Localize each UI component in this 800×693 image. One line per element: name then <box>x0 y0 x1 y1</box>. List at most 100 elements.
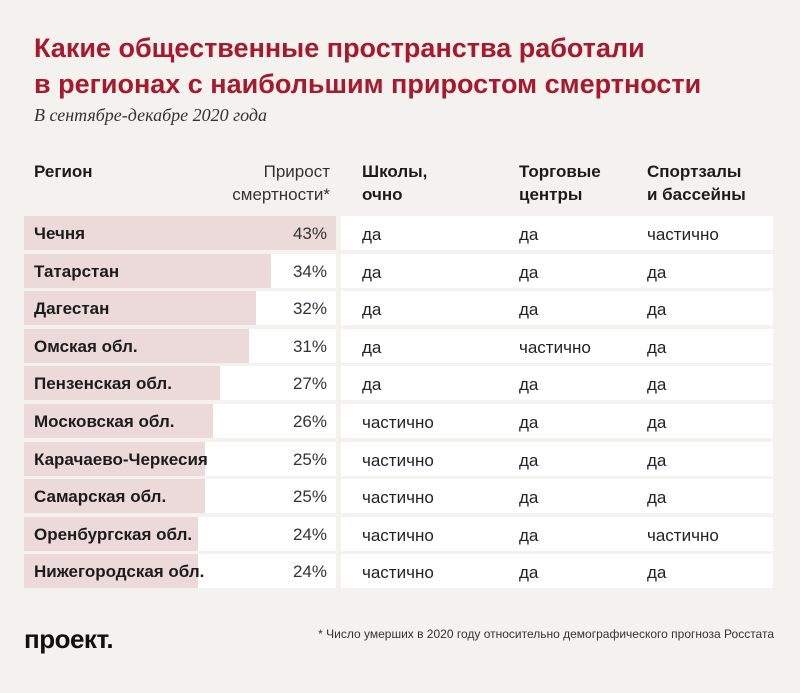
growth-cell <box>24 328 336 363</box>
schools-status: да <box>362 225 382 244</box>
table-row: Омская обл. 31% да частично да <box>24 328 773 363</box>
status-cell <box>341 403 773 438</box>
header-schools: Школы, очно <box>362 160 427 206</box>
growth-bar <box>24 479 206 514</box>
growth-bar <box>24 516 199 551</box>
header-malls: Торговые центры <box>519 160 601 206</box>
header-schools-line-2: очно <box>362 185 403 204</box>
schools-status: частично <box>362 563 434 583</box>
header-gyms-line-2: и бассейны <box>647 185 746 204</box>
gyms-status: да <box>647 262 667 282</box>
malls-status: да <box>519 450 539 470</box>
status-cell <box>341 216 773 250</box>
growth-value-label: 25% <box>292 487 327 507</box>
status-cell <box>341 366 773 401</box>
region-label: Оренбургская обл. <box>34 524 193 544</box>
malls-status: да <box>519 488 539 508</box>
gyms-status: да <box>647 375 667 395</box>
growth-cell <box>24 366 336 401</box>
table-row: Самарская обл. 25% частично да да <box>24 479 773 514</box>
title-line-2: в регионах с наибольшим приростом смертн… <box>34 69 702 99</box>
region-label: Татарстан <box>34 261 120 281</box>
region-label: Омская обл. <box>34 336 138 356</box>
status-cell <box>341 479 773 514</box>
growth-cell <box>24 554 336 589</box>
growth-bar <box>24 253 271 288</box>
growth-value-label: 34% <box>292 261 327 281</box>
growth-value-label: 43% <box>292 224 327 243</box>
malls-status: да <box>519 262 539 282</box>
header-malls-line-1: Торговые <box>519 162 601 181</box>
header-growth-line-1: Прирост <box>263 162 330 181</box>
malls-status: да <box>519 563 539 583</box>
growth-bar <box>24 403 213 438</box>
malls-status: да <box>519 225 539 244</box>
schools-status: частично <box>362 450 434 470</box>
schools-status: частично <box>362 412 434 432</box>
gyms-status: частично <box>647 525 719 545</box>
title-line-1: Какие общественные пространства работали <box>34 33 645 63</box>
growth-cell <box>24 291 336 326</box>
table-row: Дагестан 32% да да да <box>24 291 773 326</box>
table-row: Пензенская обл. 27% да да да <box>24 366 773 401</box>
header-malls-line-2: центры <box>519 185 583 204</box>
region-label: Московская обл. <box>34 411 175 431</box>
status-cell <box>341 516 773 551</box>
growth-bar <box>24 366 220 401</box>
malls-status: да <box>519 375 539 395</box>
growth-bar <box>24 216 336 250</box>
malls-status: да <box>519 525 539 545</box>
status-cell <box>341 328 773 363</box>
region-label: Пензенская обл. <box>34 374 172 394</box>
header-schools-line-1: Школы, <box>362 162 428 181</box>
region-label: Самарская обл. <box>34 487 167 507</box>
table-row: Оренбургская обл. 24% частично да частично <box>24 516 773 551</box>
chart-title: Какие общественные пространства работали… <box>34 30 774 102</box>
footnote: * Число умерших в 2020 году относительно… <box>318 627 774 641</box>
growth-bar <box>24 328 249 363</box>
table-row: Нижегородская обл. 24% частично да да <box>24 554 773 589</box>
gyms-status: да <box>647 488 667 508</box>
header-region: Регион <box>34 162 93 181</box>
growth-value-label: 32% <box>292 299 327 319</box>
growth-bar <box>24 291 257 326</box>
schools-status: частично <box>362 488 434 508</box>
malls-status: частично <box>519 337 591 357</box>
schools-status: да <box>362 375 382 395</box>
header-gyms-line-1: Спортзалы <box>647 162 742 181</box>
table-row: Чечня 43% да да частично <box>24 216 773 250</box>
malls-status: да <box>519 412 539 432</box>
table-row: Карачаево-Черкесия 25% частично да да <box>24 441 773 476</box>
schools-status: частично <box>362 525 434 545</box>
region-label: Карачаево-Черкесия <box>34 449 208 469</box>
region-label: Чечня <box>34 224 86 243</box>
growth-cell <box>24 479 336 514</box>
schools-status: да <box>362 300 382 320</box>
growth-value-label: 27% <box>292 374 327 394</box>
growth-cell <box>24 403 336 438</box>
growth-cell <box>24 516 336 551</box>
status-cell <box>341 554 773 589</box>
table-row: Московская обл. 26% частично да да <box>24 403 773 438</box>
status-cell <box>341 441 773 476</box>
header-growth: Прирост смертности* <box>232 160 330 206</box>
data-table: Чечня 43% да да частично Татарстан 34% да да да Да… <box>24 216 773 592</box>
logo: проект. <box>24 624 114 654</box>
growth-bar <box>24 554 199 589</box>
table-row: Татарстан 34% да да да <box>24 253 773 288</box>
growth-value-label: 31% <box>292 336 327 356</box>
status-cell <box>341 291 773 326</box>
region-label: Дагестан <box>34 299 110 319</box>
growth-value-label: 26% <box>292 411 327 431</box>
growth-cell <box>24 216 336 250</box>
status-cell <box>341 253 773 288</box>
growth-value-label: 24% <box>292 524 327 544</box>
schools-status: да <box>362 337 382 357</box>
growth-bar <box>24 441 206 476</box>
header-gyms: Спортзалы и бассейны <box>647 160 746 206</box>
header-growth-line-2: смертности* <box>232 185 330 204</box>
region-label: Нижегородская обл. <box>34 562 205 582</box>
gyms-status: да <box>647 450 667 470</box>
gyms-status: да <box>647 337 667 357</box>
growth-cell <box>24 253 336 288</box>
